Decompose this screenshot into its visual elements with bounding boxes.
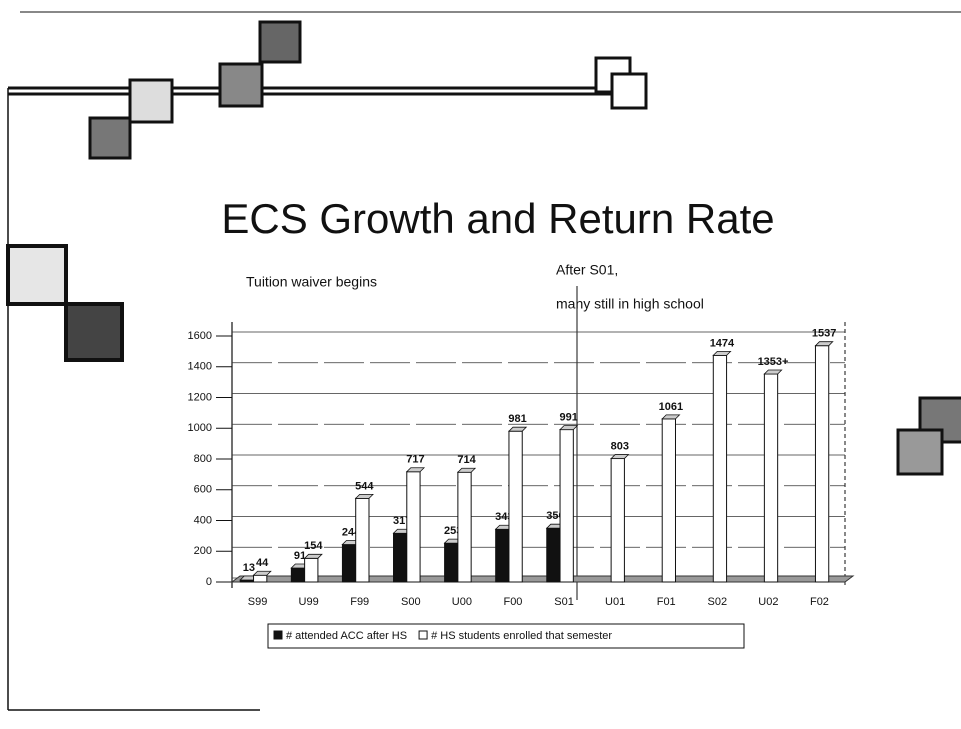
- bar: [393, 532, 408, 583]
- bar-top: [456, 467, 477, 473]
- bar-top: [712, 350, 732, 356]
- annotation: After S01,: [556, 262, 618, 278]
- data-label: 1353+: [758, 356, 789, 368]
- y-tick-label: 600: [194, 484, 212, 496]
- data-label: 981: [508, 413, 526, 425]
- bar: [253, 574, 268, 583]
- data-label: 154: [304, 540, 323, 552]
- x-tick-label: F00: [503, 596, 522, 608]
- annotation: many still in high school: [556, 296, 704, 312]
- bar-top: [252, 570, 272, 576]
- x-tick-label: F02: [810, 596, 829, 608]
- chart-title: ECS Growth and Return Rate: [221, 195, 774, 242]
- bar: [508, 430, 523, 583]
- data-label: 44: [256, 557, 269, 569]
- x-tick-label: F99: [350, 596, 369, 608]
- decoration: [6, 11, 961, 711]
- x-tick-label: U00: [452, 596, 472, 608]
- y-tick-label: 400: [194, 514, 212, 526]
- annotation: Tuition waiver begins: [246, 274, 377, 290]
- bar-top: [507, 426, 528, 432]
- data-label: 1537: [812, 328, 836, 340]
- data-label: 803: [611, 440, 629, 452]
- y-tick-label: 0: [206, 576, 212, 588]
- bar: [610, 458, 625, 583]
- bar-top: [814, 341, 834, 347]
- data-label: 1474: [710, 337, 735, 349]
- bar-top: [354, 493, 374, 499]
- bar-top: [405, 467, 426, 473]
- legend-label: # HS students enrolled that semester: [431, 630, 612, 642]
- bar: [341, 543, 357, 583]
- data-label: 714: [457, 454, 476, 466]
- y-tick-label: 200: [194, 545, 212, 557]
- bar: [495, 528, 510, 583]
- x-tick-label: U01: [605, 596, 625, 608]
- bar: [457, 471, 472, 583]
- y-tick-label: 800: [194, 453, 212, 465]
- bar: [559, 429, 574, 583]
- data-label: 717: [406, 454, 424, 466]
- x-tick-label: F01: [657, 596, 676, 608]
- legend-swatch: [273, 630, 283, 640]
- y-tick-label: 1000: [188, 422, 212, 434]
- floor: [230, 575, 855, 583]
- bar-top: [559, 425, 579, 431]
- y-tick-label: 1400: [188, 361, 212, 373]
- legend-label: # attended ACC after HS: [286, 630, 407, 642]
- bar: [406, 471, 421, 583]
- y-tick-label: 1600: [188, 330, 212, 342]
- bar: [304, 557, 319, 583]
- bar-top: [661, 414, 681, 420]
- bar: [290, 567, 306, 583]
- data-label: 13: [243, 562, 255, 574]
- data-label: 544: [355, 480, 374, 492]
- bar-top: [610, 454, 630, 459]
- bar: [763, 373, 779, 583]
- bar-top: [763, 369, 783, 375]
- data-label: 91: [294, 550, 306, 562]
- bar: [814, 345, 830, 583]
- bar: [546, 527, 561, 583]
- x-tick-label: U02: [758, 596, 778, 608]
- legend-swatch: [418, 630, 428, 640]
- bar: [712, 354, 728, 583]
- x-tick-label: U99: [299, 596, 319, 608]
- bar: [444, 542, 459, 583]
- x-tick-label: S01: [554, 596, 574, 608]
- bar: [355, 497, 370, 583]
- x-tick-label: S00: [401, 596, 421, 608]
- y-tick-label: 1200: [188, 391, 212, 403]
- data-label: 991: [560, 412, 578, 424]
- x-tick-label: S99: [248, 596, 268, 608]
- data-label: 1061: [659, 401, 683, 413]
- x-tick-label: S02: [708, 596, 728, 608]
- bar-top: [303, 553, 323, 559]
- bar: [661, 418, 676, 583]
